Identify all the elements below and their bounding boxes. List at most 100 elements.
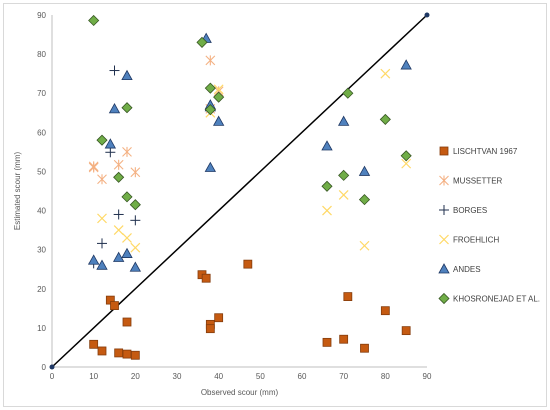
data-point [380,68,391,79]
legend-label: KHOSRONEJAD ET AL. [453,295,540,304]
x-axis-title: Observed scour (mm) [201,388,279,397]
data-point [204,82,216,94]
data-point [359,240,370,251]
data-point [113,209,124,220]
x-tick-label: 70 [339,372,348,381]
x-tick-label: 50 [256,372,265,381]
data-point [321,140,333,151]
y-axis-title: Estimated scour (mm) [13,152,22,231]
legend-marker [439,205,449,215]
data-point [358,165,371,176]
legend-marker [438,263,450,274]
data-point [213,91,225,103]
legend-label: BORGES [453,206,487,215]
data-point [338,189,349,200]
data-points [87,14,412,360]
data-point [205,55,216,66]
data-point [113,171,125,183]
axes [51,15,427,368]
y-tick-label: 50 [37,167,46,176]
data-point [401,326,411,336]
data-point [343,292,353,302]
x-tick-label: 80 [381,372,390,381]
data-point [113,225,124,236]
y-tick-label: 90 [37,11,46,20]
data-point [121,191,133,203]
series-triangle [87,32,412,272]
data-point [205,324,215,334]
data-point [112,251,125,262]
data-point [122,317,132,327]
data-point [97,174,107,185]
legend-marker [439,234,449,245]
data-point [196,36,208,48]
series-asterisk [88,55,224,185]
data-point [105,147,116,158]
data-point [96,259,108,270]
data-point [204,161,217,172]
data-point [96,134,108,146]
data-point [322,205,332,216]
legend-label: FROEHLICH [453,236,499,245]
data-point [322,337,332,347]
data-point [338,169,350,181]
y-tick-label: 10 [37,324,46,333]
data-point [88,14,100,27]
series-x [97,68,412,253]
data-point [360,343,369,353]
data-point [121,69,133,81]
data-point [109,65,120,76]
reference-line-segment [51,14,428,368]
data-point [358,194,371,206]
y-tick-label: 70 [37,89,46,98]
legend-marker [438,292,450,305]
data-point [113,159,124,170]
x-tick-label: 0 [50,372,55,381]
legend-marker [439,146,449,156]
y-tick-label: 80 [37,50,46,59]
data-point [400,59,412,70]
data-point [204,104,216,116]
legend: LISCHTVAN 1967 MUSSETTER BORGES FROEHLICH AN… [438,146,540,305]
data-point [121,102,133,114]
x-tick-label: 60 [298,372,307,381]
data-point [114,348,124,358]
data-point [89,339,99,349]
data-point [110,301,119,310]
data-point [97,213,107,224]
data-point [401,158,412,169]
data-point [104,138,117,149]
legend-marker [439,175,449,186]
legend-label: ANDES [453,265,481,274]
series-square [89,259,411,360]
reference-line-start [49,364,55,370]
data-point [337,115,350,126]
data-point [122,146,132,157]
data-point [243,259,253,269]
legend-label: MUSSETTER [453,177,503,186]
data-point [400,150,412,162]
data-point [380,306,390,316]
series-plus [88,65,141,269]
reference-line-end [424,12,430,18]
data-point [130,215,141,226]
y-tick-label: 30 [37,246,46,255]
reference-line [49,12,430,370]
data-point [87,254,100,265]
data-point [121,247,133,258]
data-point [201,273,211,283]
data-point [97,238,107,249]
tick-labels: 0 10 20 30 40 50 60 70 80 90 0 10 20 30 40 50 60 70 80 90 [37,11,432,381]
y-tick-label: 0 [42,363,47,372]
series-diamond [88,14,412,211]
y-tick-label: 20 [37,285,46,294]
data-point [108,103,121,114]
data-point [97,346,107,356]
data-point [213,84,224,95]
y-tick-label: 40 [37,207,46,216]
data-point [321,180,333,192]
data-point [129,199,141,211]
x-tick-label: 30 [173,372,182,381]
data-point [122,233,132,243]
